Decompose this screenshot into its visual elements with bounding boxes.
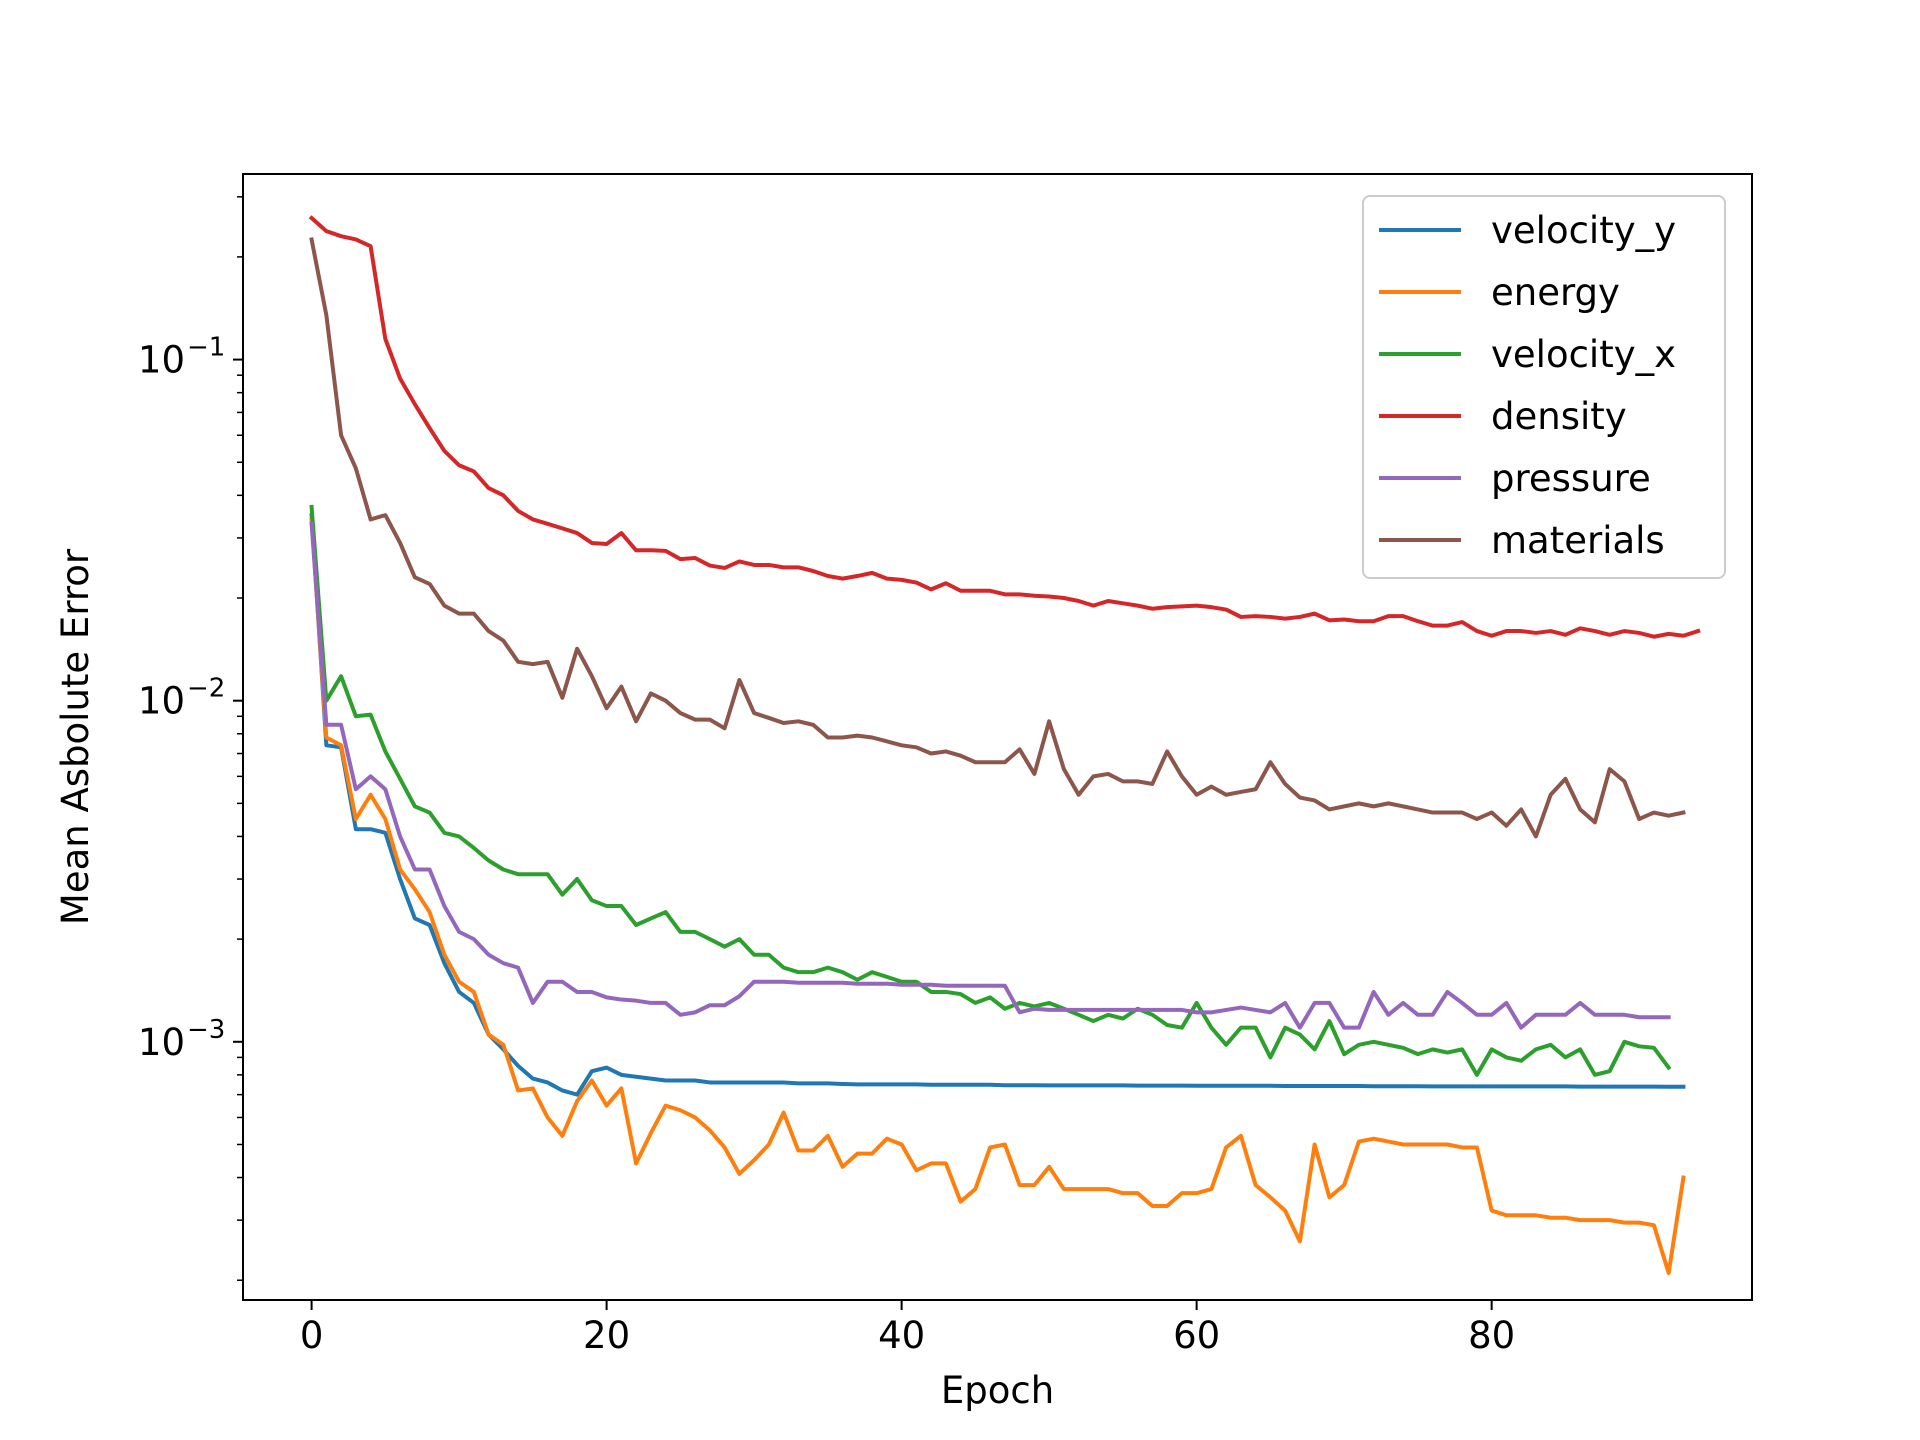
y-tick-exponent: −1 bbox=[187, 333, 225, 363]
x-axis-label: Epoch bbox=[941, 1369, 1054, 1412]
y-tick-exponent: −3 bbox=[187, 1015, 225, 1045]
series-group bbox=[308, 215, 1701, 1275]
legend-label-materials: materials bbox=[1491, 519, 1665, 562]
series-line-velocity-y bbox=[309, 512, 1686, 1097]
legend-label-energy: energy bbox=[1491, 271, 1620, 314]
x-tick-label: 20 bbox=[583, 1314, 630, 1357]
x-tick-label: 80 bbox=[1468, 1314, 1515, 1357]
y-ticks: 10−110−210−3 bbox=[138, 196, 243, 1281]
legend-label-density: density bbox=[1491, 395, 1627, 438]
x-tick-label: 60 bbox=[1173, 1314, 1220, 1357]
series-line-materials bbox=[309, 237, 1686, 839]
x-ticks: 0 20 40 60 80 bbox=[300, 1300, 1515, 1357]
y-tick-label: 10 bbox=[138, 1021, 185, 1064]
y-axis-label: Mean Asbolute Error bbox=[54, 548, 97, 925]
y-tick-exponent: −2 bbox=[187, 674, 225, 704]
legend-label-velocity-y: velocity_y bbox=[1491, 209, 1676, 252]
series-line-pressure bbox=[309, 521, 1671, 1030]
x-tick-label: 0 bbox=[300, 1314, 324, 1357]
y-tick-label: 10 bbox=[138, 680, 185, 723]
y-tick-label: 10 bbox=[138, 339, 185, 382]
legend-label-pressure: pressure bbox=[1491, 457, 1651, 500]
series-line-density bbox=[308, 215, 1701, 639]
axes-frame bbox=[242, 173, 1753, 1301]
series-line-energy bbox=[309, 517, 1686, 1275]
x-tick-label: 40 bbox=[878, 1314, 925, 1357]
series-line-velocity-x bbox=[309, 504, 1672, 1077]
legend-label-velocity-x: velocity_x bbox=[1491, 333, 1676, 376]
